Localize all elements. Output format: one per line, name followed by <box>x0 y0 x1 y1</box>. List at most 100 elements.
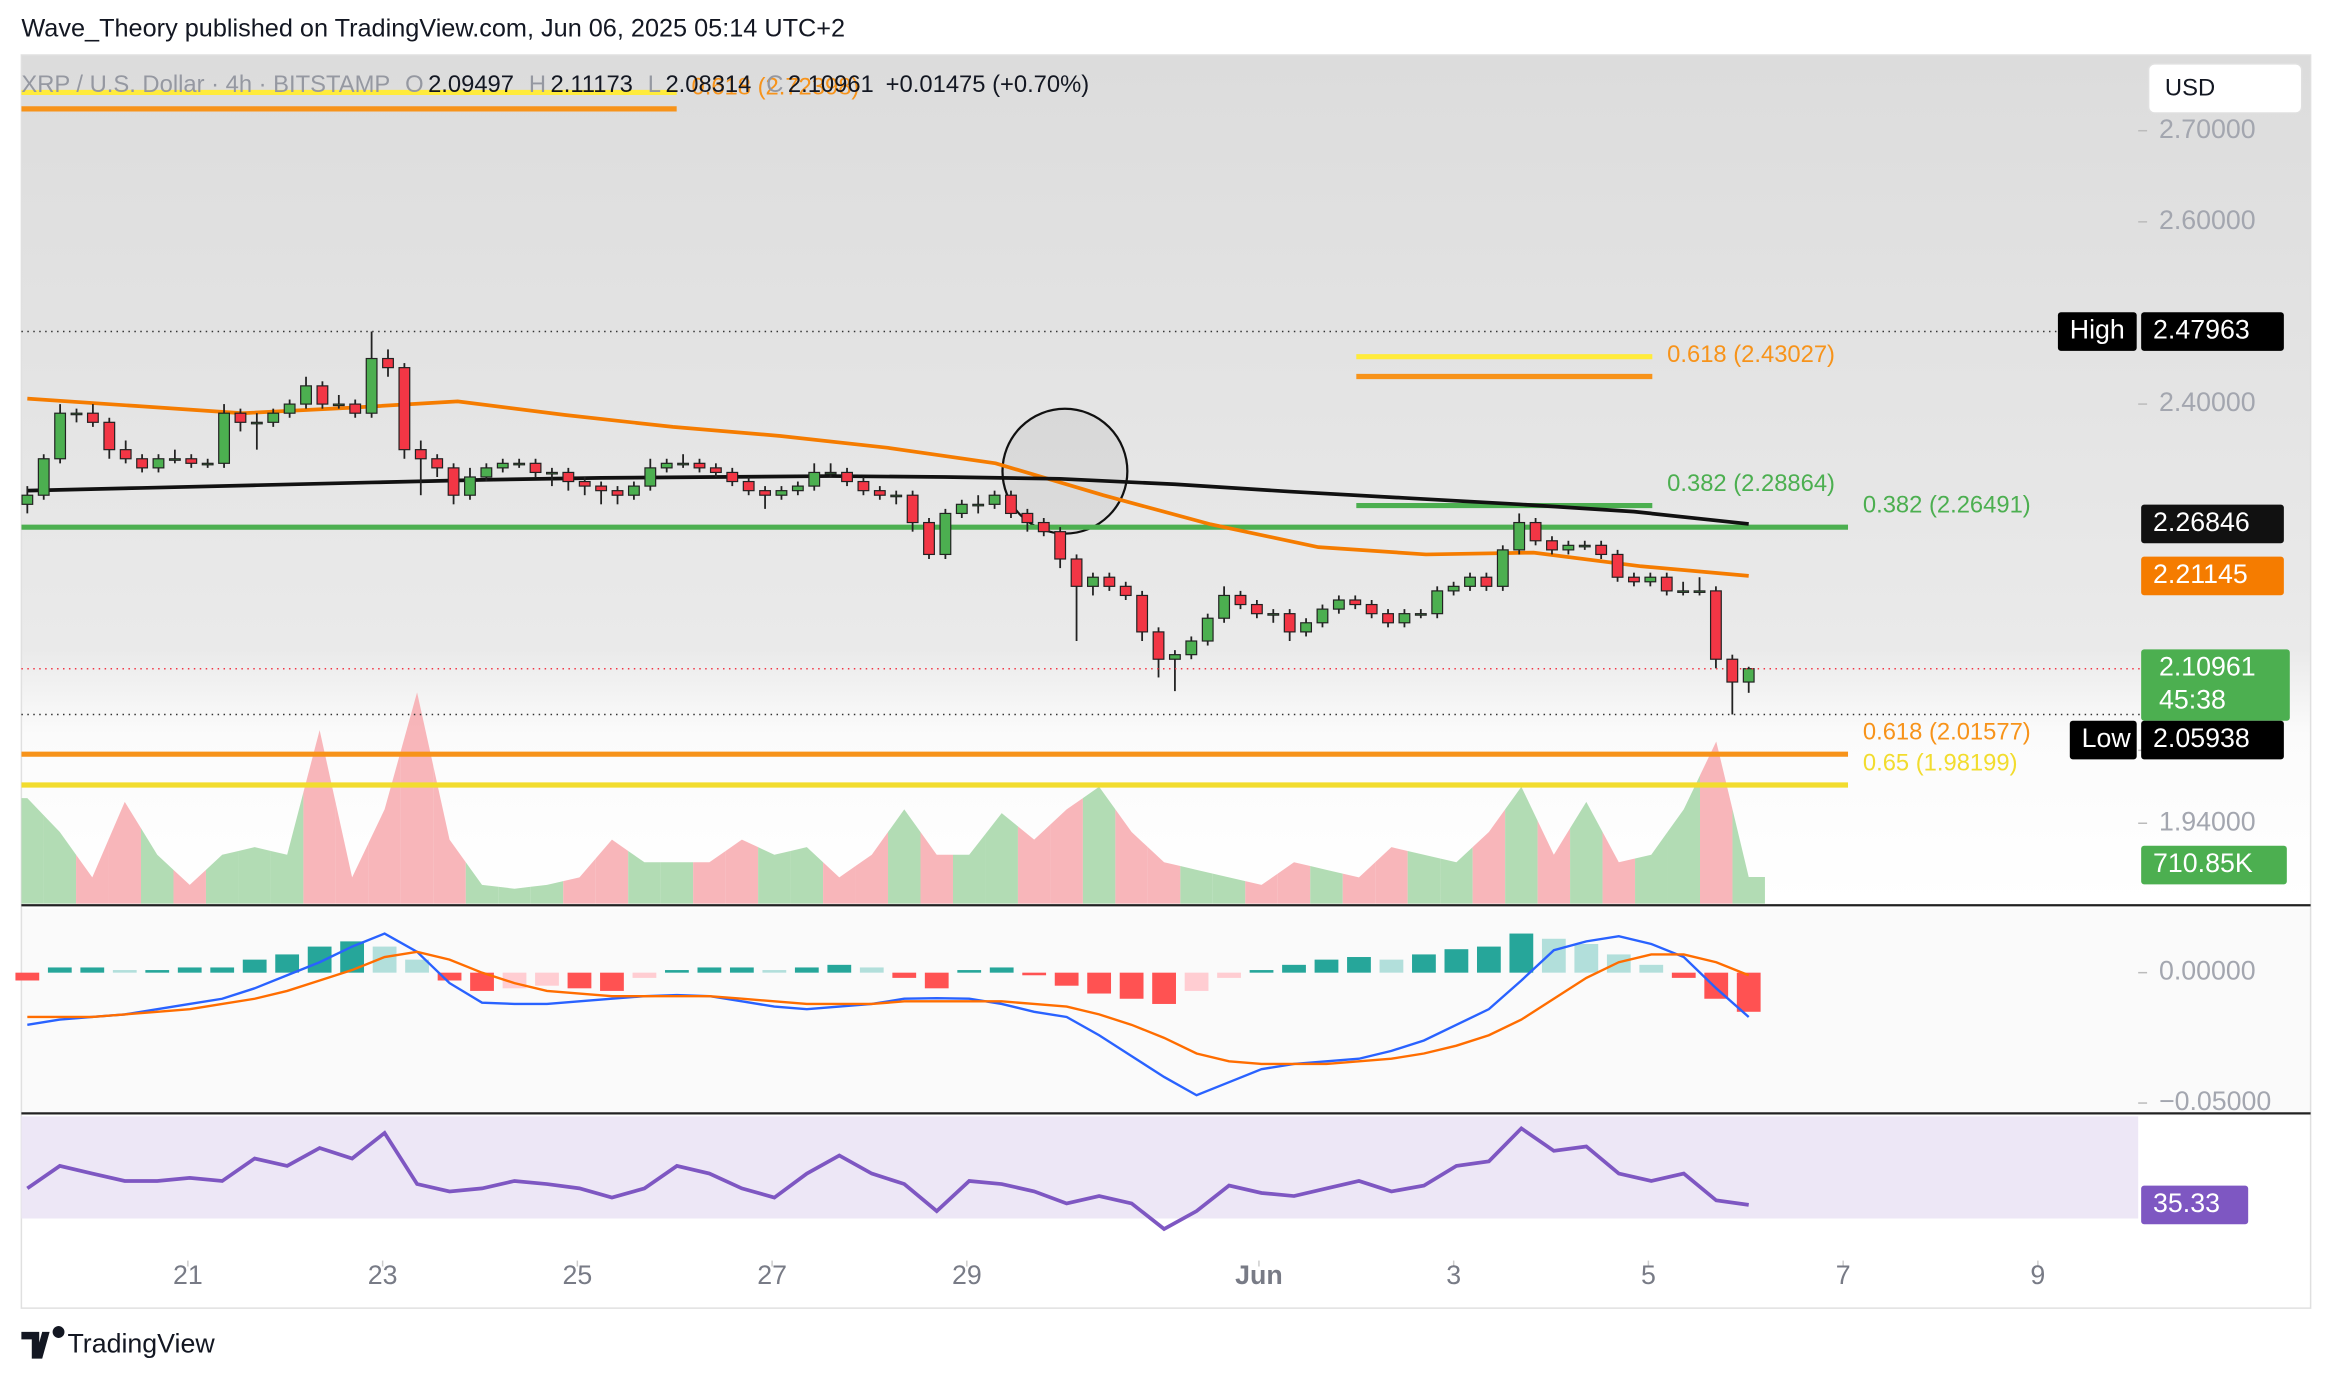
macd-bar <box>47 967 72 973</box>
candle-body <box>398 367 411 451</box>
candle-body <box>1578 544 1591 548</box>
candle-body <box>250 421 263 425</box>
price-value: 2.10961 <box>2159 652 2256 682</box>
volume-area <box>303 730 336 904</box>
candle-body <box>283 403 296 414</box>
ohlc-value: 2.11173 <box>551 71 633 98</box>
volume-area <box>920 832 953 904</box>
volume-area <box>1635 832 1668 904</box>
x-tick-label: 5 <box>1641 1260 1656 1290</box>
candle-body <box>332 403 345 407</box>
high-caption: High <box>2070 315 2125 345</box>
volume-area <box>1277 862 1311 904</box>
candle-body <box>382 357 394 369</box>
candle-body <box>955 503 968 515</box>
currency-button[interactable] <box>2147 63 2303 114</box>
candle-body <box>1709 590 1722 660</box>
candle-body <box>627 485 640 496</box>
macd-bar <box>437 972 462 981</box>
candle-body <box>103 421 116 451</box>
candle-body <box>1070 558 1083 587</box>
currency[interactable]: USD <box>2165 74 2215 101</box>
volume-area <box>1570 801 1603 904</box>
macd-bar <box>1022 972 1047 976</box>
candle-body <box>201 462 214 466</box>
candle-body <box>1398 613 1411 624</box>
macd-bar <box>1347 957 1371 973</box>
volume-area <box>498 886 531 904</box>
macd-bar <box>892 972 917 978</box>
macd-bar <box>827 964 852 973</box>
fib-label: 0.382 (2.26491) <box>1863 492 2031 519</box>
volume-area <box>76 839 109 904</box>
x-tick-label: 23 <box>368 1260 398 1290</box>
macd-bar <box>567 972 592 989</box>
candle-body <box>316 385 329 405</box>
candle-body <box>1152 631 1165 660</box>
candle-body <box>267 412 280 423</box>
x-tick-label: 27 <box>757 1260 787 1290</box>
x-tick-label: 3 <box>1446 1260 1461 1290</box>
macd-bar <box>957 970 982 973</box>
candle-body <box>939 512 952 556</box>
candle-body <box>1546 540 1558 551</box>
fib-label: 0.618 (2.72398) <box>692 73 860 100</box>
candle-body <box>1283 613 1296 633</box>
frame <box>20 54 2312 1309</box>
volume-area <box>1050 798 1083 904</box>
macd-bar <box>1152 972 1176 1004</box>
candle-body <box>972 503 985 507</box>
macd-bar <box>275 954 300 973</box>
candle-body <box>1005 494 1017 515</box>
volume-area <box>238 847 271 904</box>
macd-bar <box>1412 954 1436 973</box>
candle-body <box>1496 549 1509 587</box>
fib-label: 0.65 (1.98199) <box>1863 749 2018 776</box>
candle-body <box>185 458 198 464</box>
macd-bar <box>729 967 754 973</box>
brand: TradingView <box>21 1326 215 1359</box>
candle-body <box>431 458 444 469</box>
candle-body <box>1742 668 1755 683</box>
volume-area <box>335 803 369 904</box>
candle-body <box>726 471 739 483</box>
fib-label: 0.618 (2.43027) <box>1667 341 1835 368</box>
macd-bar <box>794 967 819 973</box>
y-tick-label: 2.60000 <box>2159 205 2256 235</box>
candle-body <box>677 462 690 466</box>
macd-line <box>27 950 1750 1066</box>
candle-body <box>1660 576 1673 592</box>
macd-bar <box>1639 964 1664 973</box>
macd-bar <box>1736 972 1761 1012</box>
candle-body <box>1595 544 1608 556</box>
macd-bar <box>989 967 1014 973</box>
ohlc-value: 2.08314 <box>665 71 751 98</box>
macd-bar <box>762 970 787 973</box>
candle-body <box>1562 544 1575 551</box>
candle-body <box>1168 654 1181 660</box>
candle-body <box>513 462 526 466</box>
volume-area <box>725 839 759 904</box>
macd-tick-label: −0.05000 <box>2159 1086 2271 1116</box>
macd-bar <box>15 972 40 981</box>
candle-body <box>168 458 181 461</box>
volume-area <box>530 881 564 904</box>
candle-body <box>611 490 624 496</box>
macd-bar <box>665 970 689 973</box>
rsi-band <box>21 1116 2139 1219</box>
macd-bar <box>924 972 949 989</box>
candle-body <box>300 385 312 405</box>
candle-body <box>21 494 34 505</box>
candle-body <box>136 458 149 469</box>
candle-body <box>775 490 788 496</box>
candle-body <box>1414 613 1427 616</box>
volume-area <box>790 847 824 904</box>
price-box <box>2141 649 2290 721</box>
candle-body <box>529 462 542 474</box>
volume-area <box>205 850 239 904</box>
volume-area <box>1440 847 1473 904</box>
macd-bar <box>112 970 137 973</box>
rsi-value: 35.33 <box>2153 1188 2220 1218</box>
macd-bar <box>1314 959 1339 973</box>
